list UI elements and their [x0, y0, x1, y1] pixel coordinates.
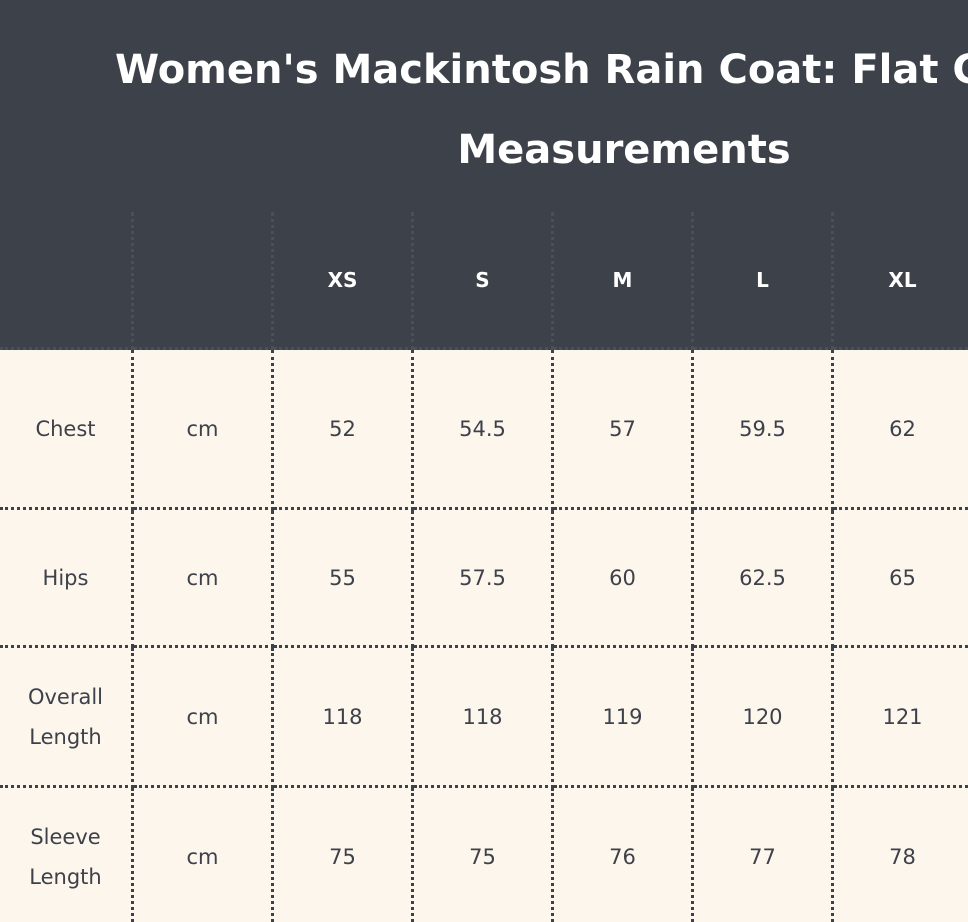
unit-cell: cm: [134, 788, 274, 922]
row-label: Hips: [0, 510, 134, 648]
value-cell: 60: [554, 510, 694, 648]
row-label: Chest: [0, 350, 134, 510]
value-cell: 75: [414, 788, 554, 922]
title: Measurements: [457, 127, 791, 173]
title: Women's Mackintosh Rain Coat: Flat G: [115, 47, 968, 93]
value-cell: 121: [834, 648, 968, 788]
size-header: L: [694, 212, 834, 350]
header-cell: [134, 212, 274, 350]
value-cell: 54.5: [414, 350, 554, 510]
unit-cell: cm: [134, 350, 274, 510]
value-cell: 76: [554, 788, 694, 922]
value-cell: 59.5: [694, 350, 834, 510]
size-header: XS: [274, 212, 414, 350]
row-label: Overall Length: [0, 648, 134, 788]
size-header: S: [414, 212, 554, 350]
value-cell: 57.5: [414, 510, 554, 648]
unit-cell: cm: [134, 648, 274, 788]
value-cell: 120: [694, 648, 834, 788]
value-cell: 118: [274, 648, 414, 788]
value-cell: 77: [694, 788, 834, 922]
table-header: Women's Mackintosh Rain Coat: Flat G Mea…: [0, 0, 968, 350]
value-cell: 78: [834, 788, 968, 922]
value-cell: 119: [554, 648, 694, 788]
value-cell: 75: [274, 788, 414, 922]
unit-cell: cm: [134, 510, 274, 648]
row-label: Sleeve Length: [0, 788, 134, 922]
value-cell: 52: [274, 350, 414, 510]
value-cell: 65: [834, 510, 968, 648]
size-header: M: [554, 212, 694, 350]
value-cell: 57: [554, 350, 694, 510]
value-cell: 118: [414, 648, 554, 788]
size-header: XL: [834, 212, 968, 350]
header-cell: [0, 212, 134, 350]
value-cell: 62: [834, 350, 968, 510]
value-cell: 55: [274, 510, 414, 648]
value-cell: 62.5: [694, 510, 834, 648]
